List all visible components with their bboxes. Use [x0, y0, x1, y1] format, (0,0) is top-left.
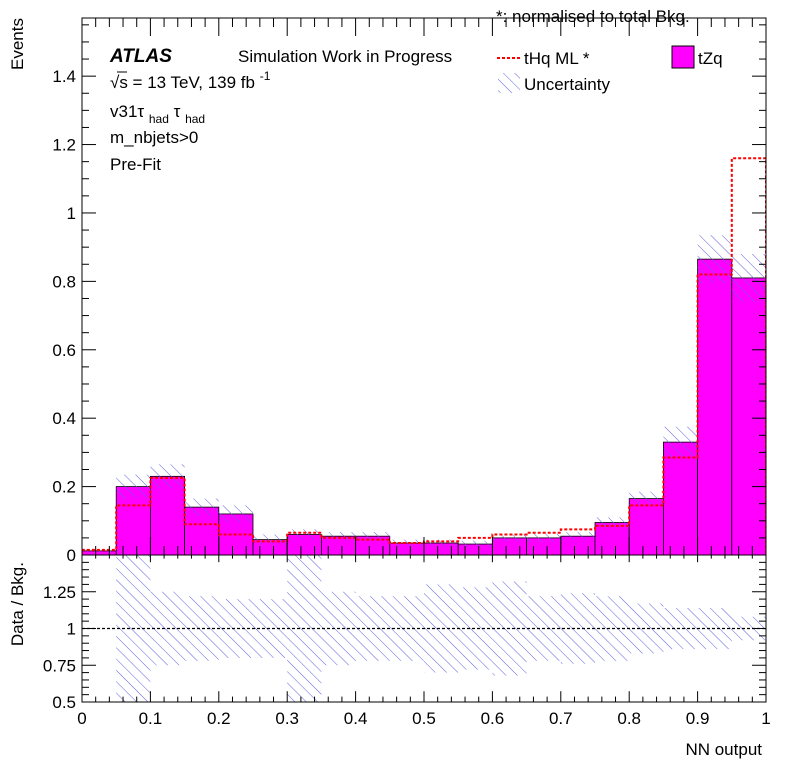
- region-sub2: had: [185, 112, 205, 126]
- x-tick-label: 0.5: [412, 709, 436, 728]
- background-bar: [149, 475, 185, 555]
- y-axis-title-main: Events: [8, 18, 27, 70]
- uncertainty-box: [150, 464, 185, 489]
- x-tick-label: 0.2: [207, 709, 231, 728]
- uncertainty-box: [184, 498, 219, 516]
- y-tick-label: 0.2: [52, 478, 76, 497]
- uncertainty-box: [629, 491, 664, 506]
- legend: tHq ML * Uncertainty tZq: [497, 45, 723, 94]
- uncertainty-box: [595, 517, 630, 528]
- y-axis-title-ratio: Data / Bkg.: [8, 562, 27, 646]
- x-tick-label: 0: [77, 709, 86, 728]
- energy-text: √s = 13 TeV, 139 fb: [110, 73, 255, 92]
- x-tick-label: 0.6: [481, 709, 505, 728]
- fit-label: Pre-Fit: [110, 155, 161, 174]
- legend-background-swatch: [671, 45, 695, 69]
- energy-label: √s = 13 TeV, 139 fb -1: [110, 69, 271, 92]
- region-main: v31τ: [110, 102, 144, 121]
- signal-histogram: [82, 157, 766, 555]
- uncertainty-box: [355, 532, 390, 541]
- lumi-exponent: -1: [260, 69, 271, 83]
- uncertainty-box: [389, 539, 424, 547]
- uncertainty-box: [424, 539, 459, 547]
- atlas-label: ATLAS: [109, 46, 172, 67]
- background-bar: [628, 498, 664, 555]
- background-bar: [697, 258, 733, 555]
- y-tick-label: 1: [67, 204, 76, 223]
- uncertainty-box: [731, 254, 766, 302]
- uncertainty-box: [458, 540, 493, 548]
- y-tick-label: 0.8: [52, 272, 76, 291]
- uncertainty-box: [560, 532, 595, 541]
- axis-ticks: 0 0.2 0.4 0.6 0.8 1 1.2 1.4 0.5 0.75 1 1.25 0 0.1 0.2 0…: [43, 18, 771, 728]
- background-bar: [731, 277, 766, 555]
- uncertainty-box: [116, 474, 151, 499]
- region-label: v31τ had τ had: [110, 102, 205, 127]
- uncertainty-box: [287, 529, 322, 540]
- uncertainty-box: [492, 534, 527, 542]
- ratio-y-tick-label: 1: [67, 620, 76, 639]
- uncertainty-box: [321, 532, 356, 541]
- x-tick-label: 0.3: [275, 709, 299, 728]
- y-tick-label: 0.4: [52, 409, 76, 428]
- selection-label: m_nbjets>0: [110, 128, 198, 147]
- legend-uncertainty-swatch: [498, 73, 520, 93]
- x-tick-label: 0.8: [617, 709, 641, 728]
- uncertainty-box: [218, 505, 253, 523]
- uncertainty-box: [82, 549, 117, 553]
- x-tick-label: 0.9: [686, 709, 710, 728]
- x-tick-label: 0.4: [344, 709, 368, 728]
- x-tick-label: 1: [761, 709, 770, 728]
- ratio-y-tick-label: 0.75: [43, 656, 76, 675]
- x-tick-label: 0.1: [139, 709, 163, 728]
- signal-line: [82, 157, 766, 555]
- ratio-y-tick-label: 0.5: [52, 693, 76, 712]
- y-tick-label: 0: [67, 546, 76, 565]
- uncertainty-box: [697, 235, 732, 284]
- status-label: Simulation Work in Progress: [238, 47, 452, 66]
- uncertainty-band: [82, 235, 766, 553]
- uncertainty-box: [253, 534, 288, 545]
- x-tick-label: 0.7: [549, 709, 573, 728]
- background-bar: [663, 441, 699, 555]
- uncertainty-box: [663, 426, 698, 458]
- x-axis-title: NN output: [685, 740, 762, 759]
- y-tick-label: 0.6: [52, 341, 76, 360]
- uncertainty-box: [526, 533, 561, 543]
- y-tick-label: 1.2: [52, 136, 76, 155]
- y-tick-label: 1.4: [52, 67, 76, 86]
- normalisation-note: *: normalised to total Bkg.: [496, 7, 690, 26]
- legend-signal-label: tHq ML *: [524, 49, 590, 68]
- legend-uncertainty-label: Uncertainty: [524, 75, 610, 94]
- ratio-y-tick-label: 1.25: [43, 583, 76, 602]
- region-sub1: had: [149, 112, 169, 126]
- region-tau2: τ: [174, 102, 181, 121]
- legend-background-label: tZq: [698, 49, 723, 68]
